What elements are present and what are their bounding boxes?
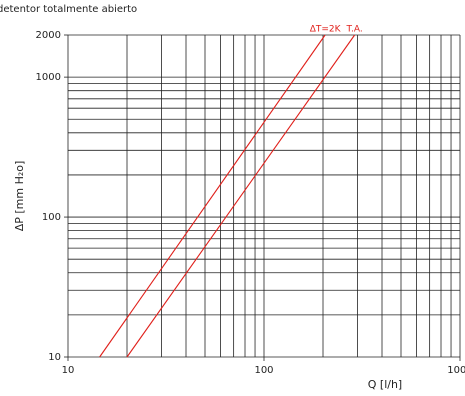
series-line [99,34,326,358]
x-tick-label: 1000 [447,365,465,376]
y-tick-label: 10 [48,352,61,363]
series-line [126,34,356,358]
x-tick-label: 10 [62,365,75,376]
x-axis-label: Q [l/h] [368,378,402,391]
x-tick-label: 100 [254,365,273,376]
chart-title: detentor totalmente abierto [0,4,137,15]
y-tick-label: 100 [42,212,61,223]
y-axis-label: ΔP [mm H₂o] [13,161,26,232]
series-label: T.A. [346,25,363,35]
y-tick-label: 2000 [36,30,61,41]
series-label: ΔT=2K [310,25,342,35]
y-tick-label: 1000 [36,72,61,83]
